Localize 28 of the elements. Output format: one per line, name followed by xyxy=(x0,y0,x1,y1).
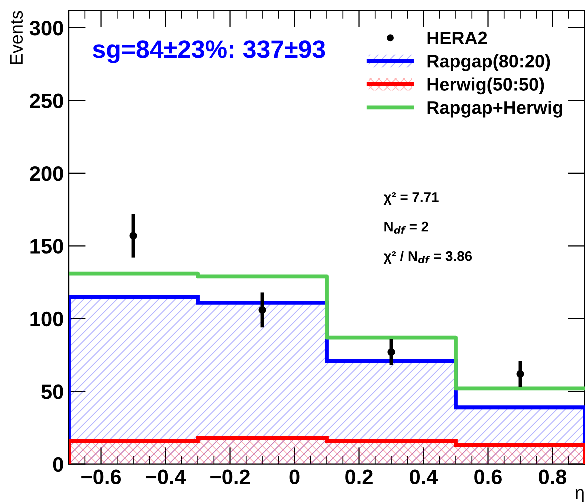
legend-label: Herwig(50:50) xyxy=(428,78,544,95)
point xyxy=(130,232,138,240)
point xyxy=(388,348,396,356)
y-tick-label: 200 xyxy=(30,166,64,182)
y-tick-label: 150 xyxy=(30,239,64,254)
x-tick-label: −0.6 xyxy=(82,470,122,485)
x-tick-label: 0.6 xyxy=(474,470,502,485)
x-tick-label: 0.4 xyxy=(410,470,438,485)
x-tick-label: −0.2 xyxy=(210,470,250,485)
x-tick-label: 0.8 xyxy=(539,470,567,485)
y-tick-label: 50 xyxy=(42,384,64,400)
x-tick-label: −0.4 xyxy=(146,470,186,485)
x-tick-label: 0.2 xyxy=(346,470,373,485)
legend-label: Rapgap+Herwig xyxy=(428,100,562,118)
annotation: χ² / N$_{df}$ = 3.86 xyxy=(384,251,472,264)
annotation: N$_{df}$ = 2 xyxy=(384,222,428,234)
point xyxy=(258,306,266,314)
y-tick-label: 250 xyxy=(30,94,64,108)
legend-label: Rapgap(80:20) xyxy=(428,54,550,72)
legend-label: HERA2 xyxy=(428,32,488,44)
x-tick-label: 0 xyxy=(290,470,300,485)
y-tick-label: 300 xyxy=(30,20,64,36)
y-tick-label: 100 xyxy=(30,312,64,327)
annotation: sg=84±23%: 337±93 xyxy=(93,40,326,64)
point xyxy=(516,370,524,378)
y-axis-title: Events xyxy=(10,11,24,64)
y-tick-label: 0 xyxy=(53,457,64,472)
annotation: χ² = 7.71 xyxy=(384,192,439,206)
